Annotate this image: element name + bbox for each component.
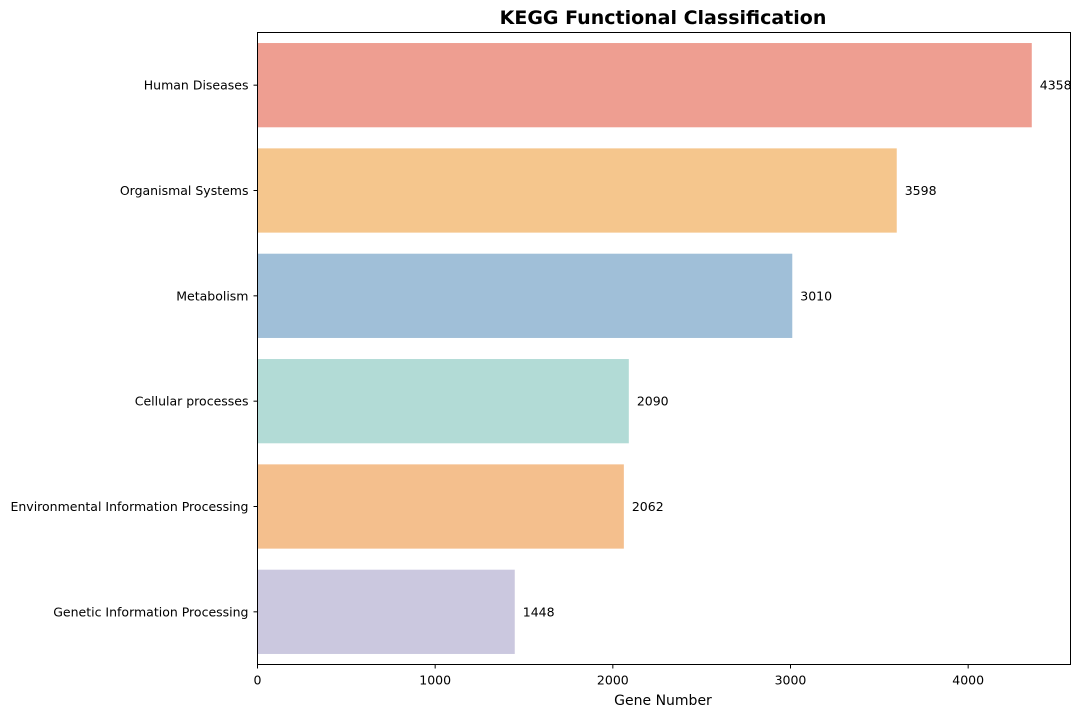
x-tick-label: 3000	[775, 673, 807, 688]
data-label: 3598	[905, 183, 937, 198]
bar	[257, 148, 897, 233]
category-label: Organismal Systems	[120, 183, 249, 198]
x-tick-label: 4000	[952, 673, 984, 688]
bars-layer: 4358 3598 3010 2090 2062 1448	[257, 43, 1072, 654]
category-label: Metabolism	[176, 288, 248, 303]
data-label: 3010	[800, 288, 832, 303]
bar	[257, 253, 793, 338]
category-label: Cellular processes	[135, 394, 249, 409]
axes-layer: Human Diseases Organismal Systems Metaboli…	[10, 32, 1071, 688]
bar	[257, 43, 1032, 128]
category-label: Environmental Information Processing	[10, 499, 248, 514]
data-label: 4358	[1040, 78, 1072, 93]
data-label: 2090	[637, 394, 669, 409]
bar	[257, 464, 624, 549]
x-tick-label: 2000	[597, 673, 629, 688]
category-label: Human Diseases	[144, 78, 249, 93]
data-label: 2062	[632, 499, 664, 514]
x-axis-label: Gene Number	[614, 693, 712, 709]
x-tick-label: 1000	[419, 673, 451, 688]
bar	[257, 359, 629, 444]
plot-frame	[257, 32, 1071, 665]
data-label: 1448	[523, 604, 555, 619]
chart-title: KEGG Functional Classification	[500, 7, 827, 29]
bar	[257, 569, 515, 654]
x-tick-label: 0	[254, 673, 262, 688]
category-label: Genetic Information Processing	[53, 604, 248, 619]
